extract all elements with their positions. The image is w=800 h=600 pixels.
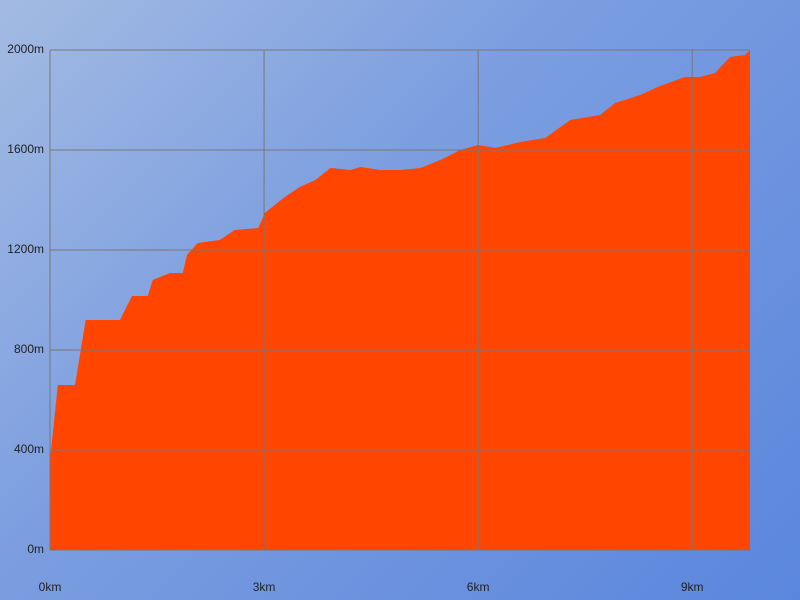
x-tick-label: 9km	[681, 580, 704, 594]
x-tick-label: 3km	[253, 580, 276, 594]
elevation-area	[50, 50, 750, 550]
y-tick-label: 1200m	[7, 242, 44, 256]
y-tick-label: 2000m	[7, 42, 44, 56]
x-tick-label: 0km	[39, 580, 62, 594]
y-tick-label: 0m	[27, 542, 44, 556]
x-tick-label: 6km	[467, 580, 490, 594]
y-tick-label: 1600m	[7, 142, 44, 156]
y-tick-label: 400m	[14, 442, 44, 456]
y-tick-label: 800m	[14, 342, 44, 356]
